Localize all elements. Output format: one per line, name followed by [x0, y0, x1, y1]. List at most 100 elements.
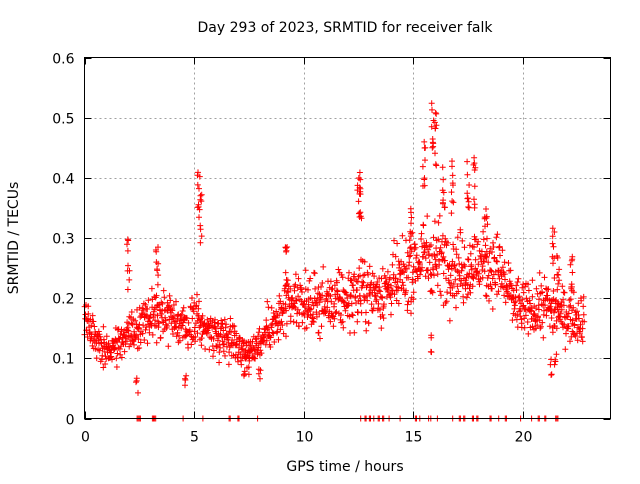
data-point — [492, 281, 499, 288]
data-point — [550, 260, 556, 267]
data-point — [449, 198, 456, 205]
plot-frame — [84, 57, 611, 419]
data-point — [466, 270, 473, 277]
data-point — [464, 171, 471, 178]
data-point — [404, 301, 411, 308]
data-point — [426, 243, 433, 250]
data-point — [392, 253, 399, 260]
data-point — [378, 275, 385, 282]
data-point — [565, 310, 572, 317]
data-point — [108, 353, 115, 360]
data-point — [290, 303, 297, 310]
data-point — [428, 332, 435, 339]
data-point — [339, 318, 346, 325]
data-point — [171, 313, 177, 320]
data-point — [418, 230, 425, 237]
data-point — [337, 312, 344, 318]
data-point — [282, 301, 289, 308]
data-point — [553, 351, 560, 358]
data-point — [102, 361, 109, 367]
data-point — [439, 164, 446, 171]
data-point — [357, 209, 364, 216]
data-point — [461, 244, 468, 251]
data-point — [514, 311, 521, 318]
data-point — [549, 240, 556, 247]
data-point — [355, 175, 362, 182]
data-point — [376, 306, 383, 313]
data-point — [407, 252, 414, 259]
data-point — [363, 309, 369, 316]
data-point — [296, 323, 302, 330]
data-point — [210, 353, 216, 360]
data-point — [351, 271, 358, 278]
data-point — [403, 265, 410, 272]
data-point — [571, 321, 578, 328]
data-point — [287, 313, 294, 320]
data-point — [410, 289, 417, 296]
data-point — [450, 281, 457, 287]
data-point — [192, 333, 199, 340]
data-point — [103, 333, 110, 340]
data-point — [431, 252, 438, 259]
data-point — [100, 364, 107, 371]
data-point — [531, 312, 538, 319]
data-point — [405, 298, 412, 305]
data-point — [529, 323, 536, 330]
data-point — [159, 300, 166, 307]
data-point — [124, 286, 131, 293]
data-point — [524, 319, 531, 325]
data-point — [466, 182, 473, 188]
data-point — [109, 356, 115, 363]
data-point — [302, 267, 309, 274]
data-point — [124, 247, 131, 254]
y-tick-label: 0 — [66, 413, 75, 429]
data-point — [155, 272, 162, 279]
data-point — [489, 275, 496, 282]
y-tick-label: 0.1 — [52, 352, 74, 368]
data-point — [319, 280, 326, 286]
data-point — [419, 163, 426, 170]
data-point — [443, 298, 450, 305]
data-point — [324, 304, 331, 311]
data-point — [206, 346, 213, 353]
data-point — [514, 279, 521, 285]
data-point — [308, 306, 314, 312]
data-point — [448, 189, 455, 196]
data-point — [551, 229, 558, 235]
data-point — [418, 268, 424, 275]
data-point — [384, 285, 391, 291]
data-point — [428, 123, 435, 130]
data-point — [430, 143, 437, 150]
data-point — [256, 325, 263, 332]
data-point — [357, 185, 364, 192]
data-point — [424, 213, 431, 220]
data-point — [279, 322, 286, 329]
data-point — [558, 306, 565, 313]
data-point — [278, 318, 285, 325]
data-point — [421, 138, 428, 145]
data-point — [198, 342, 205, 349]
data-point — [533, 305, 539, 312]
data-point — [535, 306, 542, 313]
data-point — [202, 346, 209, 352]
data-point — [388, 311, 394, 318]
data-point — [422, 157, 428, 164]
data-point — [283, 307, 290, 314]
data-point — [428, 349, 435, 356]
data-point — [436, 212, 443, 219]
data-point — [407, 244, 414, 251]
data-point — [252, 355, 259, 362]
data-point — [430, 234, 437, 241]
data-point — [136, 345, 143, 351]
data-point — [553, 297, 560, 303]
data-point — [441, 204, 448, 211]
data-point — [459, 237, 466, 244]
data-point — [312, 285, 319, 292]
data-point — [567, 296, 574, 303]
data-point — [548, 315, 555, 321]
data-point — [291, 287, 298, 294]
data-point — [574, 337, 581, 344]
data-point — [536, 269, 543, 276]
data-point — [198, 233, 205, 240]
data-point — [425, 246, 432, 253]
